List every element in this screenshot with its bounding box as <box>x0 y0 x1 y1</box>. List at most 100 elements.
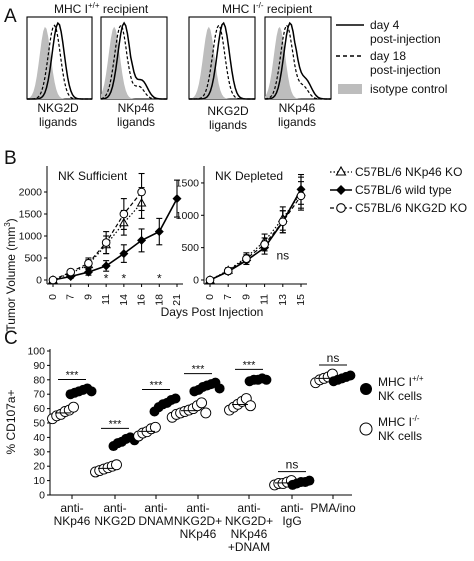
category-label-1: anti-NKG2D <box>94 501 136 528</box>
category-label-2: anti-DNAM <box>138 501 173 528</box>
y-tick-label: 40 <box>33 432 45 444</box>
data-point <box>223 266 233 276</box>
x-tick-label: 7 <box>65 294 77 300</box>
mhc-wt-point <box>304 475 315 486</box>
panel-c-ylabel: % CD107a+ <box>4 389 18 454</box>
legend-nkp46-marker <box>335 165 347 176</box>
isotype-histogram-2 <box>189 26 255 99</box>
legend-wt-cells-marker <box>360 383 372 395</box>
y-tick-label: 50 <box>33 418 45 430</box>
panel-letter-a: A <box>4 6 17 27</box>
data-point <box>242 254 251 263</box>
panel-letter-c: C <box>4 328 18 349</box>
y-tick-label: 30 <box>33 446 45 458</box>
isotype-histogram-1 <box>101 26 167 99</box>
y-tick-label: 0 <box>36 275 42 287</box>
mhc-ko-point <box>200 407 212 419</box>
day4-histogram-2 <box>189 21 256 100</box>
data-point <box>154 227 164 237</box>
data-point <box>205 275 215 285</box>
significance-label: *** <box>66 369 80 381</box>
cd107a-plot: 0 10 20 30 40 50 60 70 80 90 100 *** *** *** *** *** ns n… <box>27 346 356 502</box>
panel-c: C % CD107a+ 0 10 20 30 40 50 60 70 80 90 100 *** ***… <box>4 328 424 554</box>
significance-annotation: * <box>157 272 162 286</box>
y-tick-label: 0 <box>39 490 45 502</box>
panel-b: B Tumor Volume (mm3) Days Post Injection… <box>3 148 467 332</box>
legend-isotype-swatch <box>338 84 362 94</box>
legend-day4: day 4 post-injection <box>370 18 441 46</box>
panel-a: A MHC I+/+ recipient MHC I-/- recipient … <box>4 1 447 132</box>
mhc-ko-point <box>196 397 208 409</box>
recipient-title-wt: MHC I+/+ recipient <box>54 1 149 16</box>
category-label-6: PMA/ino <box>310 501 356 515</box>
day4-histogram-3 <box>264 21 332 100</box>
histogram-plots <box>26 16 332 100</box>
y-tick-label: 1000 <box>19 231 43 243</box>
chart-title: NK Sufficient <box>58 169 128 183</box>
mhc-wt-point <box>345 370 356 381</box>
x-tick-label: 11 <box>100 294 112 305</box>
data-point <box>137 187 146 197</box>
category-label-4: anti-NKG2D+ NKp46 +DNAM <box>225 501 273 554</box>
x-tick-label: 11 <box>259 294 271 305</box>
data-point <box>296 191 306 201</box>
legend-wt-text: C57BL/6 wild type <box>355 183 452 197</box>
mhc-wt-point <box>86 386 97 397</box>
significance-annotation: ns <box>276 248 289 262</box>
x-tick-label: 18 <box>153 294 165 306</box>
data-point <box>119 209 129 219</box>
data-point <box>48 275 58 285</box>
series-line-2 <box>209 195 302 281</box>
mhc-wt-point <box>214 383 225 394</box>
histogram-label-1: NKp46 ligands <box>117 101 155 129</box>
significance-label: ns <box>327 351 340 365</box>
category-label-3: anti-NKG2D+ NKp46 <box>174 501 222 541</box>
mhc-ko-point <box>245 400 256 412</box>
category-label-5: anti-IgG <box>280 501 303 528</box>
histogram-label-0: NKG2D ligands <box>37 101 79 129</box>
y-tick-label: 1000 <box>176 210 200 222</box>
x-tick-label: 0 <box>204 294 216 300</box>
day4-histogram-1 <box>100 21 168 100</box>
legend-wt-cells-text: MHC I+/+ NK cells <box>378 374 424 403</box>
x-tick-label: 0 <box>47 294 59 300</box>
x-tick-label: 13 <box>277 294 289 306</box>
panel-c-category-labels: anti-NKp46 anti-NKG2D anti-DNAM anti-NKG… <box>54 501 356 554</box>
y-tick-label: 1500 <box>176 177 200 189</box>
series-line-0 <box>209 192 302 281</box>
histogram-axis-labels: NKG2D ligands NKp46 ligands NKG2D ligands N… <box>37 101 316 132</box>
y-tick-label: 2000 <box>19 187 43 199</box>
data-point <box>260 240 269 249</box>
legend-ko-cells-marker <box>359 422 373 436</box>
y-tick-label: 80 <box>33 374 45 386</box>
x-tick-label: 14 <box>118 294 130 306</box>
mhc-ko-point <box>111 459 122 471</box>
panel-b-legend: C57BL/6 NKp46 KO C57BL/6 wild type C57BL… <box>330 165 467 215</box>
y-tick-label: 500 <box>24 253 42 265</box>
y-tick-label: 500 <box>181 242 199 254</box>
panel-c-legend: MHC I+/+ NK cells MHC I-/-NK cells <box>359 374 424 443</box>
data-point <box>278 217 288 227</box>
data-point <box>172 194 182 204</box>
panel-letter-b: B <box>4 148 17 169</box>
legend-ko-cells-text: MHC I-/-NK cells <box>378 414 422 443</box>
legend-isotype: isotype control <box>370 82 447 96</box>
significance-annotation: * <box>122 272 127 286</box>
data-point <box>83 267 93 277</box>
recipient-title-ko: MHC I-/- recipient <box>222 1 313 16</box>
y-tick-label: 100 <box>27 346 45 358</box>
y-tick-label: 10 <box>33 475 45 487</box>
isotype-histogram-0 <box>27 26 92 99</box>
x-tick-label: 21 <box>171 294 183 306</box>
legend-nkg2d-marker <box>336 203 346 213</box>
legend-nkg2d-text: C57BL/6 NKG2D KO <box>355 201 467 215</box>
legend-day18: day 18 post-injection <box>370 49 441 77</box>
day4-histogram-0 <box>26 21 92 100</box>
series-line-2 <box>52 191 143 281</box>
significance-label: *** <box>192 364 206 376</box>
data-point <box>101 261 111 271</box>
mhc-wt-point <box>261 374 272 385</box>
category-label-0: anti-NKp46 <box>54 501 91 528</box>
data-point <box>84 258 93 268</box>
